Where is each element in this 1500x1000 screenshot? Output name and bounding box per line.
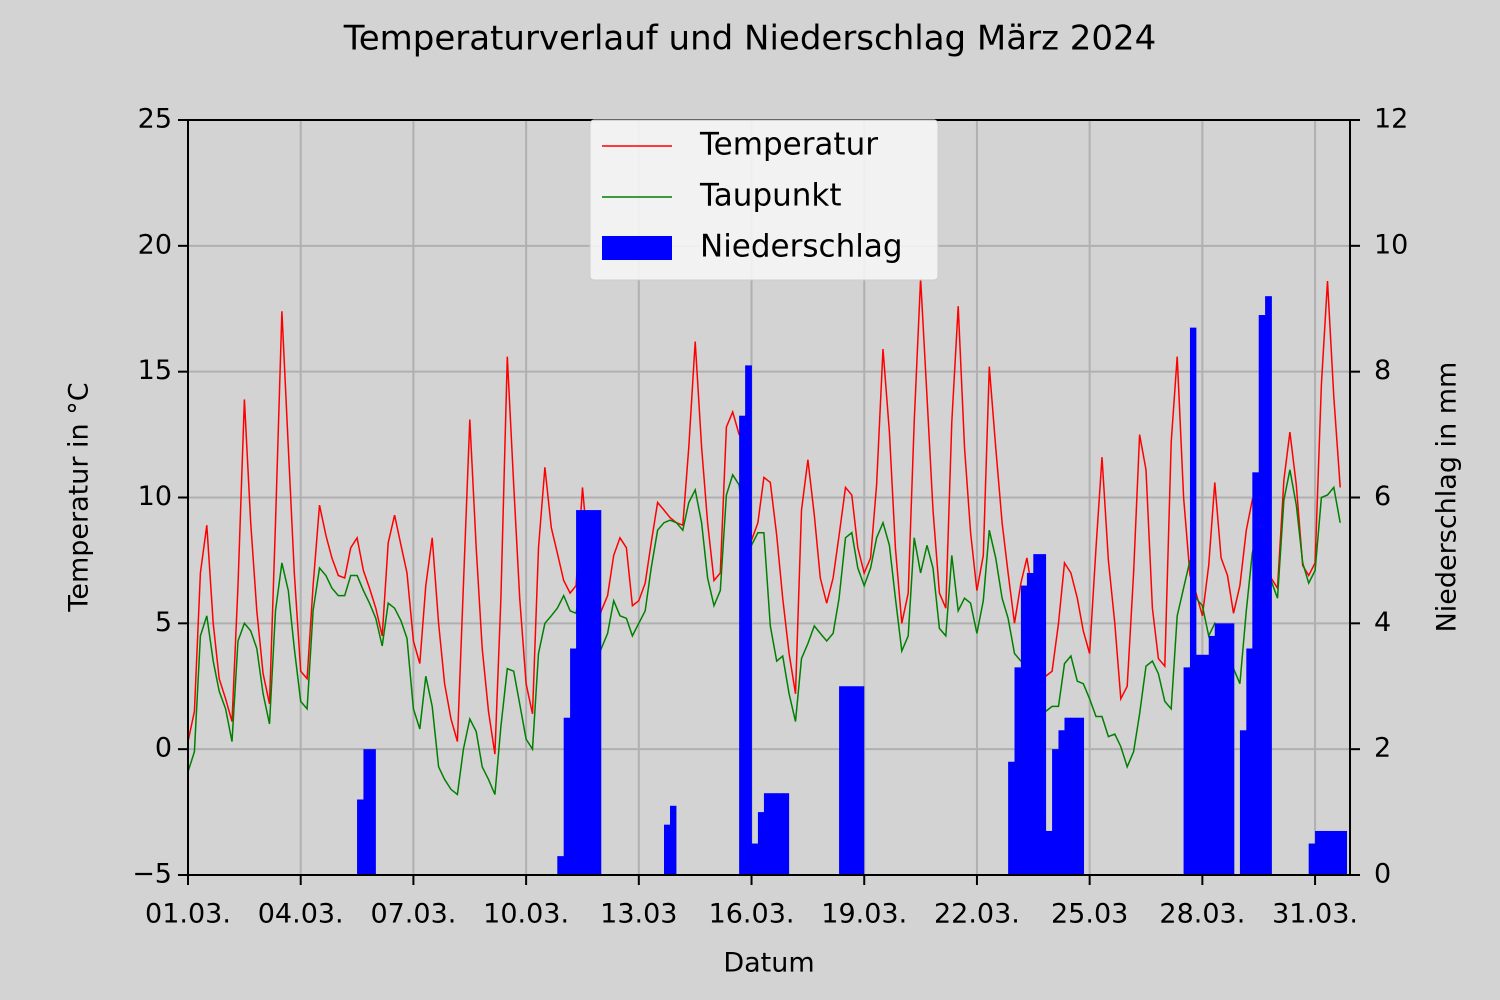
bar [1020, 585, 1028, 875]
bar [1052, 749, 1059, 875]
bar [745, 365, 752, 875]
bar [1014, 667, 1022, 875]
bar [751, 843, 759, 875]
bar [1189, 327, 1197, 875]
bar [770, 793, 778, 875]
x-tick-label: 01.03. [145, 899, 231, 930]
legend-box [589, 119, 939, 281]
bar [1221, 623, 1228, 875]
y2-tick-label: 6 [1374, 481, 1391, 512]
x-tick-label: 25.03 [1051, 899, 1128, 930]
bar [594, 510, 602, 875]
bar [1227, 623, 1235, 875]
bar [1308, 843, 1316, 875]
bar [1327, 830, 1335, 875]
bar [1239, 730, 1247, 875]
x-axis-label: Datum [723, 948, 814, 979]
y2-tick-label: 8 [1374, 355, 1391, 386]
bar [1045, 830, 1053, 875]
y2-axis-label: Niederschlag in mm [1432, 362, 1463, 633]
legend-label: Temperatur [699, 127, 878, 163]
bar [1058, 730, 1065, 875]
x-tick-label: 22.03. [934, 899, 1020, 930]
x-tick-label: 16.03. [709, 899, 795, 930]
bar [1340, 830, 1348, 875]
y-tick-label: 10 [138, 481, 172, 512]
bar [739, 415, 746, 875]
y2-tick-label: 12 [1374, 104, 1408, 135]
y-tick-label: 0 [155, 733, 172, 764]
bar [1077, 717, 1085, 875]
bar [1265, 296, 1272, 876]
bar [845, 686, 853, 875]
y2-tick-label: 2 [1374, 733, 1391, 764]
x-tick-label: 19.03. [821, 899, 907, 930]
bar [1315, 830, 1322, 875]
bar [851, 686, 859, 875]
y-tick-label: 5 [155, 607, 172, 638]
bar [763, 793, 771, 875]
legend-label: Taupunkt [699, 178, 842, 214]
bar [1033, 554, 1041, 875]
bar [570, 648, 577, 875]
bar [1246, 648, 1253, 875]
bar [1208, 635, 1216, 875]
bar [582, 510, 590, 875]
bar [1070, 717, 1078, 875]
x-tick-label: 13.03 [600, 899, 677, 930]
bar [670, 805, 677, 875]
bar [1064, 717, 1072, 875]
x-tick-label: 04.03. [258, 899, 344, 930]
x-tick-label: 07.03. [370, 899, 456, 930]
x-tick-label: 31.03. [1272, 899, 1358, 930]
bar [369, 749, 376, 875]
y-tick-label: −5 [132, 859, 172, 890]
bar [1258, 315, 1266, 876]
x-tick-label: 10.03. [483, 899, 569, 930]
bar [757, 812, 765, 875]
bar [1202, 654, 1210, 875]
bar [1195, 654, 1203, 875]
bar [663, 824, 671, 875]
bar [588, 510, 596, 875]
bar [557, 856, 565, 875]
bar [776, 793, 784, 875]
y2-tick-label: 10 [1374, 229, 1408, 260]
bar [1183, 667, 1191, 875]
y-tick-label: 25 [138, 104, 172, 135]
y2-tick-label: 4 [1374, 607, 1391, 638]
chart-title: Temperaturverlauf und Niederschlag März … [343, 19, 1157, 59]
bar [576, 510, 583, 875]
bar [839, 686, 846, 875]
y-tick-label: 20 [138, 229, 172, 260]
bar [1333, 830, 1341, 875]
bar [1008, 761, 1015, 875]
y2-tick-label: 0 [1374, 859, 1391, 890]
bar [1039, 554, 1047, 875]
y-tick-label: 15 [138, 355, 172, 386]
legend-label: Niederschlag [700, 229, 903, 265]
bar [1321, 830, 1328, 875]
line [188, 278, 1341, 755]
bar [563, 717, 571, 875]
bar [782, 793, 790, 875]
legend-swatch [602, 236, 672, 260]
bar [857, 686, 865, 875]
bar [1252, 472, 1260, 875]
bar [357, 799, 364, 875]
x-tick-label: 28.03. [1159, 899, 1245, 930]
bar [1026, 573, 1034, 875]
bar [363, 749, 370, 875]
line [188, 469, 1341, 796]
bar [1214, 623, 1222, 875]
y-axis-label: Temperatur in °C [64, 382, 95, 612]
